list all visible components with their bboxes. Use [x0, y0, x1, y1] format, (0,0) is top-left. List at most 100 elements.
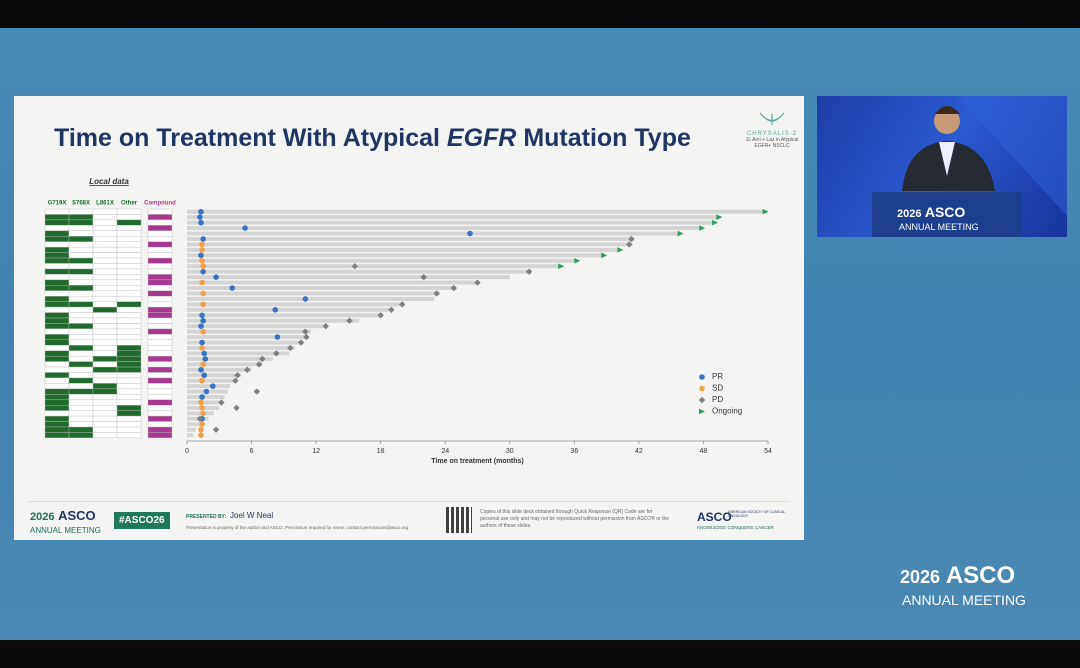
mutation-cell [116, 383, 142, 390]
mutation-cell [116, 279, 142, 286]
mutation-cell [44, 208, 70, 215]
mutation-cell [92, 290, 118, 297]
response-marker [199, 421, 205, 428]
mutation-cell [44, 230, 70, 237]
mutation-cell [116, 208, 142, 215]
mutation-cell [68, 388, 94, 395]
legend-symbol [699, 374, 705, 380]
response-marker [202, 356, 209, 362]
mutation-cell [147, 274, 173, 281]
x-tick-label: 42 [635, 448, 643, 455]
response-marker [199, 312, 205, 319]
mutation-cell [44, 421, 70, 428]
mutation-cell [147, 383, 173, 390]
progression-marker [255, 361, 263, 368]
mutation-cell [147, 301, 173, 308]
response-marker [198, 432, 204, 438]
mutation-cell [44, 432, 70, 439]
mutation-cell [44, 219, 70, 226]
response-marker [199, 257, 205, 264]
mutation-cell [44, 350, 70, 357]
treatment-bar [187, 340, 300, 345]
legend-symbol [698, 396, 706, 404]
mutation-cell [147, 339, 173, 346]
mutation-cell [68, 312, 94, 319]
mutation-cell [68, 285, 94, 291]
treatment-bar [187, 280, 478, 285]
treatment-bar [187, 226, 700, 231]
mutation-cell [68, 432, 94, 439]
treatment-bar [187, 313, 381, 318]
mutation-cell [68, 257, 94, 264]
progression-marker [196, 415, 204, 423]
title-text: Time on Treatment With Atypical [54, 124, 440, 152]
mutation-column-label: S768X [72, 201, 90, 207]
progression-marker [322, 322, 329, 330]
mutation-cell [116, 252, 142, 259]
treatment-bar [187, 291, 440, 296]
mutation-cell [92, 394, 118, 400]
treatment-bar [187, 367, 252, 372]
response-marker [198, 399, 204, 406]
mutation-cell [147, 328, 173, 335]
mutation-cell [116, 230, 142, 237]
progression-marker [433, 290, 440, 297]
mutation-cell [147, 323, 173, 330]
legend-label: PR [712, 372, 723, 381]
progression-marker [525, 268, 533, 275]
response-marker [198, 366, 204, 373]
progression-marker [233, 404, 240, 412]
mutation-cell [44, 355, 70, 362]
x-tick-label: 18 [377, 448, 385, 455]
mutation-cell [116, 323, 142, 330]
mutation-cell [44, 426, 70, 433]
ongoing-marker [712, 219, 719, 226]
response-marker [242, 225, 248, 231]
response-marker [199, 405, 205, 411]
mutation-cell [44, 334, 70, 341]
response-marker [467, 230, 473, 237]
x-tick-label: 36 [570, 448, 578, 455]
mutation-cell [116, 339, 142, 346]
treatment-bar [187, 215, 717, 220]
mutation-cell [44, 366, 70, 373]
mutation-cell [147, 399, 173, 406]
ongoing-marker [716, 214, 723, 220]
mutation-cell [92, 405, 118, 411]
meeting-sub: ANNUAL MEETING [30, 526, 101, 535]
progression-marker [302, 328, 309, 335]
mutation-cell [68, 366, 94, 373]
mutation-cell [147, 421, 173, 428]
asco-society: AMERICAN SOCIETY OF CLINICAL ONCOLOGY [728, 510, 786, 518]
mutation-cell [68, 246, 94, 253]
study-logo: CHRYSALIS-2 1L Ami + Laz in Atypical EGF… [742, 110, 802, 149]
response-marker [200, 236, 206, 242]
treatment-bar [187, 318, 360, 323]
x-tick-label: 48 [700, 448, 708, 455]
mutation-cell [92, 219, 118, 226]
response-marker [200, 268, 206, 275]
treatment-bar [187, 356, 274, 361]
mutation-cell [92, 415, 118, 422]
progression-marker [253, 388, 261, 395]
mutation-cell [147, 230, 173, 237]
mutation-cell [116, 312, 142, 319]
mutation-cell [116, 355, 142, 362]
progression-marker [346, 317, 353, 324]
treatment-bar [187, 335, 306, 340]
treatment-bar [187, 400, 222, 405]
response-marker [302, 296, 309, 302]
mutation-cell [92, 372, 118, 379]
mutation-cell [92, 241, 118, 248]
speaker-video: 2026 ASCO ANNUAL MEETING [817, 96, 1067, 237]
mutation-cell [68, 377, 94, 384]
mutation-cell [44, 372, 70, 379]
treatment-bar [187, 286, 456, 291]
mutation-cell [116, 372, 142, 379]
mutation-cell [44, 279, 70, 286]
presenter: Joel W Neal [230, 511, 274, 520]
watermark-sub: ANNUAL MEETING [902, 592, 1026, 608]
response-marker [199, 377, 205, 384]
mutation-cell [116, 263, 142, 270]
treatment-bar [187, 247, 618, 252]
